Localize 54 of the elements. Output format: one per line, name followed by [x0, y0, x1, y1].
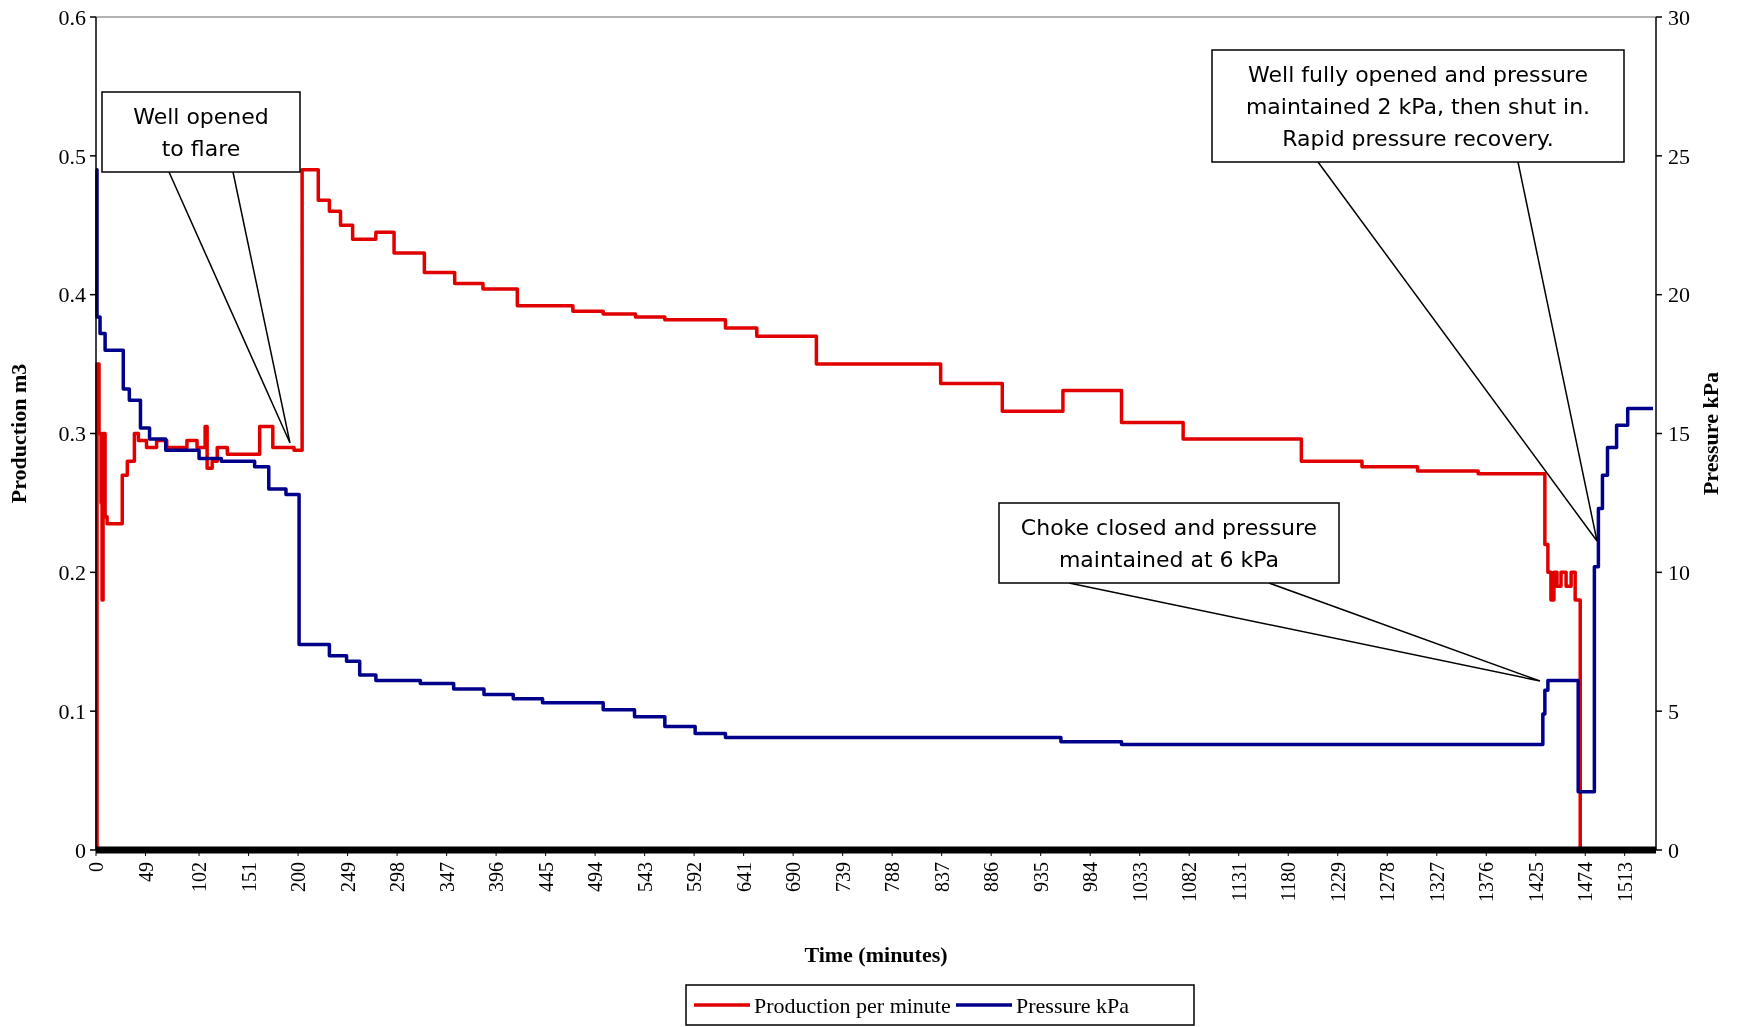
y-tick-label: 0.1 — [58, 698, 86, 724]
x-tick-label: 396 — [485, 862, 508, 892]
y2-tick-label: 5 — [1668, 698, 1679, 724]
x-tick-label: 0 — [85, 862, 107, 872]
x-tick-label: 641 — [732, 862, 755, 892]
x-tick-label: 788 — [881, 862, 904, 892]
x-tick-label: 1425 — [1524, 862, 1547, 902]
y2-axis-title: Pressure kPa — [1698, 371, 1723, 496]
x-tick-label: 984 — [1079, 862, 1102, 892]
y-tick-label: 0.3 — [58, 421, 86, 447]
legend-label: Pressure kPa — [1016, 992, 1130, 1018]
x-tick-label: 1082 — [1178, 862, 1201, 902]
x-tick-label: 1180 — [1277, 862, 1300, 902]
y-tick-label: 0.2 — [58, 560, 86, 586]
annotation: Well opened to flare — [133, 103, 269, 161]
y-tick-label: 0.4 — [58, 282, 86, 308]
x-tick-label: 1278 — [1376, 862, 1399, 902]
y2-tick-label: 0 — [1668, 837, 1679, 863]
y2-tick-label: 10 — [1668, 560, 1690, 586]
y2-tick-label: 15 — [1668, 421, 1690, 447]
y2-tick-label: 25 — [1668, 143, 1690, 169]
annotation: Choke closed and pressure maintained at 6 kPa — [1020, 514, 1318, 572]
x-tick-label: 886 — [980, 862, 1003, 892]
x-tick-label: 1474 — [1574, 862, 1597, 902]
x-tick-label: 151 — [237, 862, 260, 892]
x-tick-label: 837 — [930, 862, 953, 892]
x-tick-label: 1229 — [1326, 862, 1349, 902]
x-tick-label: 1376 — [1475, 862, 1498, 902]
x-tick-label: 445 — [534, 862, 557, 892]
x-tick-label: 298 — [386, 862, 409, 892]
annotation: Well fully opened and pressure maintained 2 kPa, then shut in. Rapid pressure recovery. — [1245, 61, 1591, 151]
y-tick-label: 0.5 — [58, 143, 86, 169]
x-tick-label: 592 — [683, 862, 706, 892]
x-tick-label: 49 — [134, 862, 157, 882]
x-tick-label: 935 — [1029, 862, 1052, 892]
x-tick-label: 1513 — [1613, 862, 1636, 902]
x-tick-label: 543 — [633, 862, 656, 892]
y2-tick-label: 30 — [1668, 4, 1690, 30]
x-tick-label: 249 — [336, 862, 359, 892]
y2-tick-label: 20 — [1668, 282, 1690, 308]
x-tick-label: 494 — [584, 862, 607, 892]
x-tick-label: 200 — [287, 862, 310, 892]
x-tick-label: 1327 — [1425, 862, 1448, 902]
x-tick-label: 690 — [782, 862, 805, 892]
x-tick-label: 1033 — [1128, 862, 1151, 902]
x-tick-label: 1131 — [1227, 862, 1250, 902]
y-tick-label: 0 — [75, 837, 86, 863]
legend-label: Production per minute — [754, 992, 951, 1018]
x-axis-title: Time (minutes) — [804, 942, 948, 967]
y-tick-label: 0.6 — [58, 4, 86, 30]
x-tick-label: 739 — [831, 862, 854, 892]
x-tick-label: 347 — [435, 862, 458, 892]
y-axis-title: Production m3 — [6, 363, 31, 504]
x-tick-label: 102 — [188, 862, 211, 892]
